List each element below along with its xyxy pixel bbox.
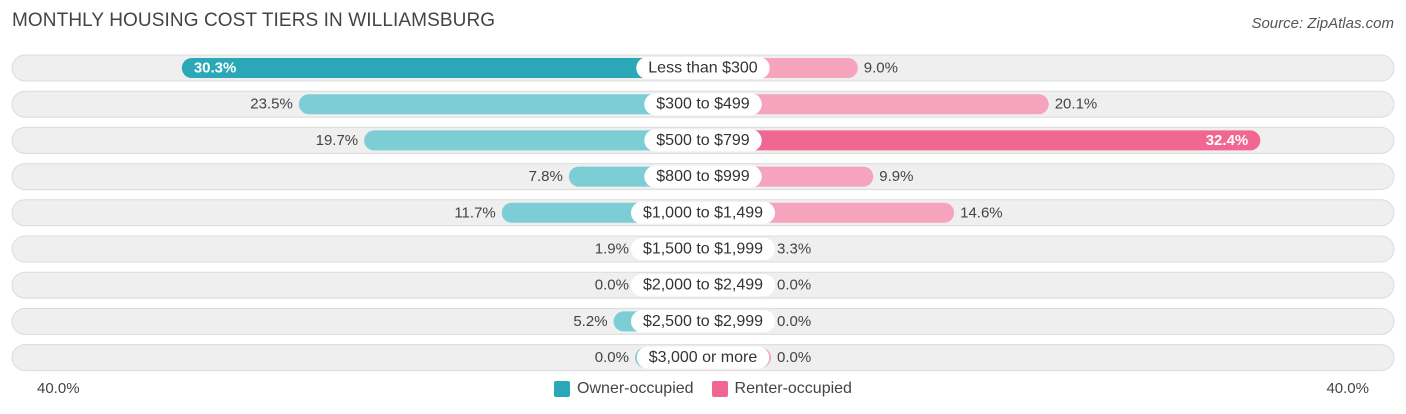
owner-value-label: 23.5% bbox=[250, 96, 293, 113]
category-pill bbox=[630, 238, 776, 260]
axis-max-label: 40.0% bbox=[1326, 380, 1369, 397]
owner-value-label: 0.0% bbox=[595, 277, 629, 294]
legend-item-renter: Renter-occupied bbox=[711, 380, 852, 398]
legend-label-renter: Renter-occupied bbox=[734, 380, 852, 397]
diverging-bar-chart: 30.3% 9.0% Less than $300 23.5% 20.1% $300 to… bbox=[11, 54, 1395, 372]
category-pill bbox=[636, 346, 770, 369]
category-pill bbox=[644, 93, 762, 116]
renter-value-label: 14.6% bbox=[960, 204, 1003, 221]
legend: Owner-occupied Renter-occupied bbox=[0, 378, 1406, 400]
category-pill bbox=[644, 165, 762, 188]
legend-label-owner: Owner-occupied bbox=[577, 380, 694, 397]
category-pill bbox=[636, 57, 770, 79]
owner-value-label: 1.9% bbox=[595, 241, 629, 258]
axis-min-label: 40.0% bbox=[37, 380, 80, 397]
renter-value-label: 3.3% bbox=[777, 241, 811, 258]
category-label: $1,500 to $1,999 bbox=[643, 241, 763, 258]
category-label: $1,000 to $1,499 bbox=[643, 204, 763, 221]
renter-bar bbox=[703, 130, 1261, 151]
owner-bar bbox=[364, 130, 703, 151]
owner-value-label: 19.7% bbox=[316, 132, 359, 149]
legend-swatch-renter bbox=[711, 381, 728, 397]
category-label: Less than $300 bbox=[648, 60, 758, 77]
category-label: $500 to $799 bbox=[656, 132, 750, 149]
category-label: $3,000 or more bbox=[649, 349, 758, 366]
source-note: Source: ZipAtlas.com bbox=[1251, 15, 1394, 32]
category-label: $800 to $999 bbox=[656, 168, 750, 185]
legend-item-owner: Owner-occupied bbox=[554, 380, 694, 398]
category-label: $2,000 to $2,499 bbox=[643, 277, 763, 294]
owner-value-label: 5.2% bbox=[573, 313, 607, 330]
category-label: $2,500 to $2,999 bbox=[643, 313, 763, 330]
category-pill bbox=[630, 201, 776, 224]
renter-bar bbox=[703, 94, 1049, 115]
owner-value-label: 30.3% bbox=[194, 60, 237, 77]
renter-value-label: 0.0% bbox=[777, 277, 811, 294]
owner-bar bbox=[181, 58, 704, 78]
legend-swatch-owner bbox=[554, 381, 571, 397]
owner-value-label: 7.8% bbox=[529, 168, 563, 185]
category-pill bbox=[644, 129, 762, 152]
chart-title: MONTHLY HOUSING COST TIERS IN WILLIAMSBU… bbox=[12, 10, 496, 31]
renter-value-label: 0.0% bbox=[777, 349, 811, 366]
category-pill bbox=[630, 310, 776, 333]
renter-value-label: 9.0% bbox=[864, 60, 898, 77]
owner-value-label: 0.0% bbox=[595, 349, 629, 366]
owner-value-label: 11.7% bbox=[454, 204, 495, 221]
category-label: $300 to $499 bbox=[656, 96, 750, 113]
renter-value-label: 9.9% bbox=[879, 168, 913, 185]
renter-value-label: 32.4% bbox=[1206, 132, 1249, 149]
owner-bar bbox=[298, 94, 703, 115]
category-pill bbox=[630, 274, 776, 297]
renter-value-label: 0.0% bbox=[777, 313, 811, 330]
renter-value-label: 20.1% bbox=[1055, 96, 1098, 113]
